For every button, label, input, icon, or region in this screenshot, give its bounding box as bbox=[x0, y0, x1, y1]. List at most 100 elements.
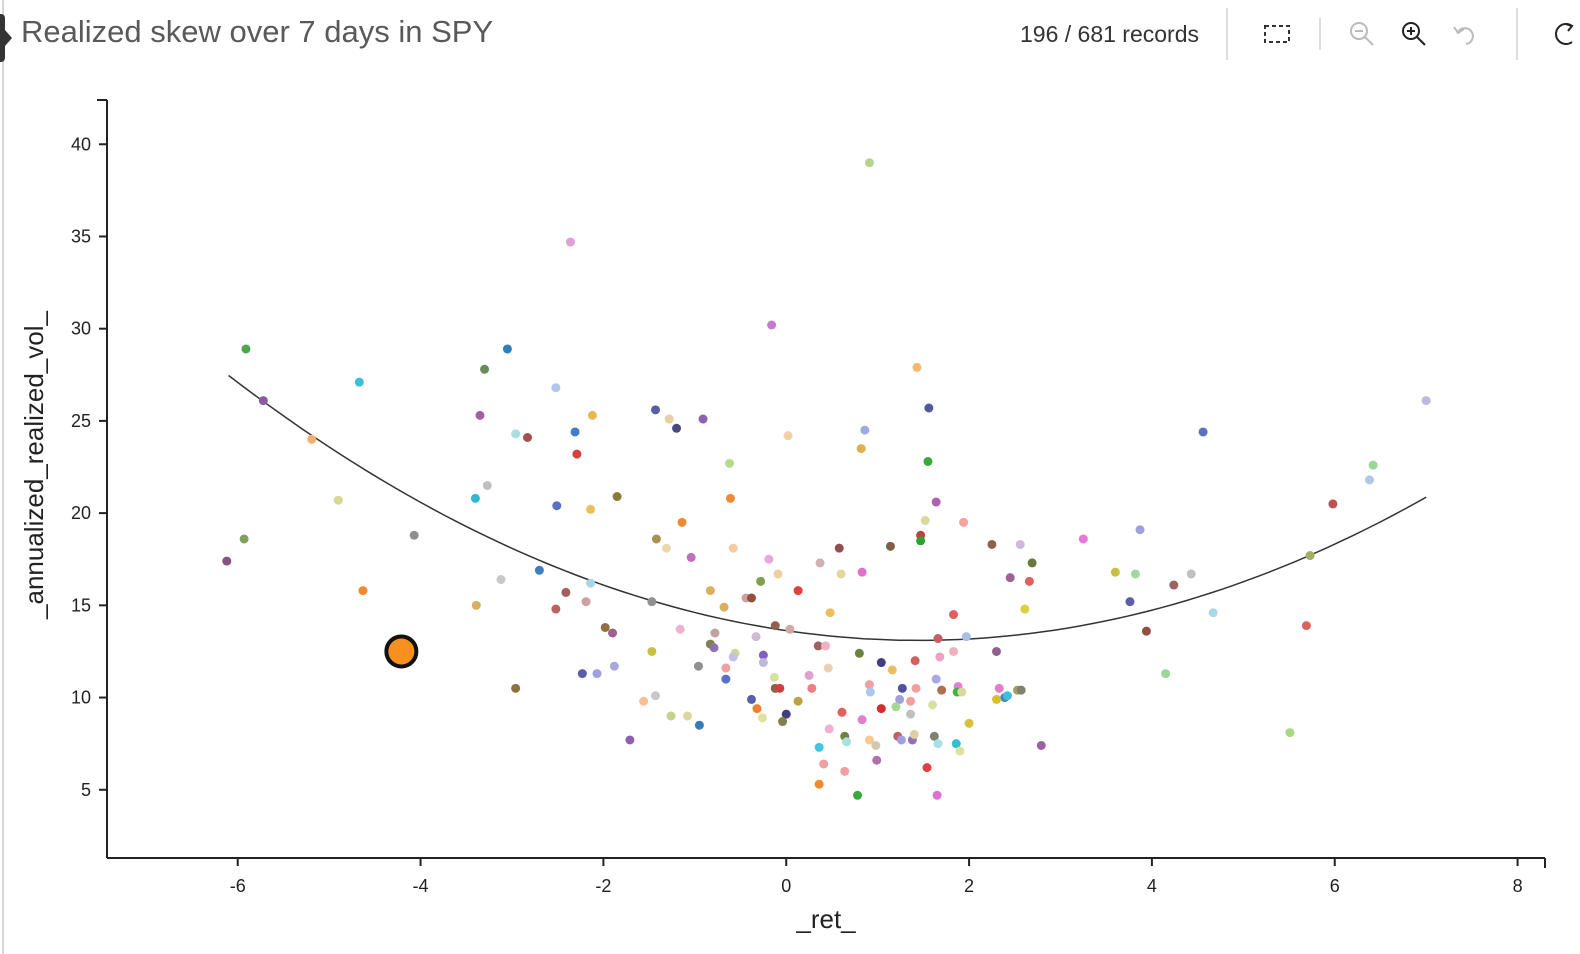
data-point bbox=[358, 586, 368, 596]
toolbar-divider bbox=[1516, 8, 1518, 60]
data-point bbox=[757, 713, 767, 723]
y-tick-label: 5 bbox=[81, 780, 91, 800]
data-point bbox=[865, 687, 875, 697]
data-point bbox=[511, 429, 521, 439]
refresh-button[interactable] bbox=[1552, 20, 1580, 48]
data-point bbox=[672, 423, 682, 433]
data-point bbox=[778, 717, 788, 727]
highlighted-data-point[interactable] bbox=[384, 634, 419, 669]
data-point bbox=[409, 530, 419, 540]
data-point bbox=[686, 552, 696, 562]
data-point bbox=[651, 691, 661, 701]
data-point bbox=[775, 683, 785, 693]
data-point bbox=[964, 718, 974, 728]
data-point bbox=[1169, 580, 1179, 590]
data-point bbox=[910, 656, 920, 666]
data-point bbox=[949, 646, 959, 656]
refresh-icon bbox=[1555, 23, 1574, 45]
data-point bbox=[666, 711, 676, 721]
data-point bbox=[709, 643, 719, 653]
data-point bbox=[887, 665, 897, 675]
x-tick-label: -2 bbox=[595, 876, 611, 896]
data-point bbox=[746, 593, 756, 603]
data-point bbox=[661, 543, 671, 553]
x-tick-label: -4 bbox=[413, 876, 429, 896]
rect-select-icon bbox=[1264, 25, 1290, 43]
data-point bbox=[307, 434, 317, 444]
data-point bbox=[932, 790, 942, 800]
data-point bbox=[756, 576, 766, 586]
data-point bbox=[923, 456, 933, 466]
data-point bbox=[876, 704, 886, 714]
data-point bbox=[625, 735, 635, 745]
data-point bbox=[909, 729, 919, 739]
data-point bbox=[931, 674, 941, 684]
data-point bbox=[511, 683, 521, 693]
data-point bbox=[1027, 558, 1037, 568]
data-point bbox=[1364, 475, 1374, 485]
data-point bbox=[586, 504, 596, 514]
data-point bbox=[837, 707, 847, 717]
x-tick-label: 0 bbox=[781, 876, 791, 896]
data-point bbox=[994, 683, 1004, 693]
data-point bbox=[793, 696, 803, 706]
data-point bbox=[1305, 551, 1315, 561]
data-point bbox=[1015, 539, 1025, 549]
data-point bbox=[895, 694, 905, 704]
x-tick-label: 8 bbox=[1513, 876, 1523, 896]
data-point bbox=[864, 735, 874, 745]
data-point bbox=[825, 608, 835, 618]
data-point bbox=[928, 700, 938, 710]
data-point bbox=[746, 694, 756, 704]
trendline bbox=[228, 374, 1427, 642]
data-point bbox=[725, 458, 735, 468]
data-point bbox=[823, 663, 833, 673]
data-point bbox=[1141, 626, 1151, 636]
panel-toggle-handle[interactable] bbox=[0, 14, 12, 62]
data-point bbox=[815, 558, 825, 568]
data-point bbox=[1161, 669, 1171, 679]
data-point bbox=[1186, 569, 1196, 579]
data-point bbox=[773, 569, 783, 579]
data-point bbox=[916, 536, 926, 546]
y-tick-label: 20 bbox=[71, 503, 91, 523]
zoom-out-button[interactable] bbox=[1348, 20, 1376, 48]
data-point bbox=[1005, 573, 1015, 583]
data-point bbox=[854, 648, 864, 658]
data-point bbox=[1130, 569, 1140, 579]
data-point bbox=[896, 735, 906, 745]
data-point bbox=[705, 586, 715, 596]
data-point bbox=[565, 237, 575, 247]
x-tick-label: 4 bbox=[1147, 876, 1157, 896]
undo-button[interactable] bbox=[1452, 20, 1480, 48]
data-point bbox=[871, 740, 881, 750]
data-point bbox=[572, 449, 582, 459]
data-point bbox=[959, 517, 969, 527]
data-point bbox=[807, 683, 817, 693]
data-point bbox=[1301, 621, 1311, 631]
data-point bbox=[693, 661, 703, 671]
data-point bbox=[857, 715, 867, 725]
zoom-in-button[interactable] bbox=[1400, 20, 1428, 48]
data-point bbox=[502, 344, 512, 354]
data-point bbox=[496, 575, 506, 585]
data-point bbox=[834, 543, 844, 553]
data-point bbox=[785, 624, 795, 634]
data-point bbox=[1421, 396, 1431, 406]
data-point bbox=[523, 433, 533, 443]
data-point bbox=[933, 634, 943, 644]
undo-icon bbox=[1453, 26, 1474, 45]
data-point bbox=[710, 628, 720, 638]
data-point bbox=[482, 480, 492, 490]
left-border bbox=[2, 0, 4, 954]
zoom-out-icon bbox=[1350, 22, 1374, 46]
data-point bbox=[677, 517, 687, 527]
data-point bbox=[333, 495, 343, 505]
data-point bbox=[1016, 685, 1026, 695]
data-point bbox=[570, 427, 580, 437]
rect-select-button[interactable] bbox=[1263, 20, 1291, 48]
data-point bbox=[864, 680, 874, 690]
data-point bbox=[1020, 604, 1030, 614]
data-point bbox=[752, 704, 762, 714]
data-point bbox=[864, 158, 874, 168]
